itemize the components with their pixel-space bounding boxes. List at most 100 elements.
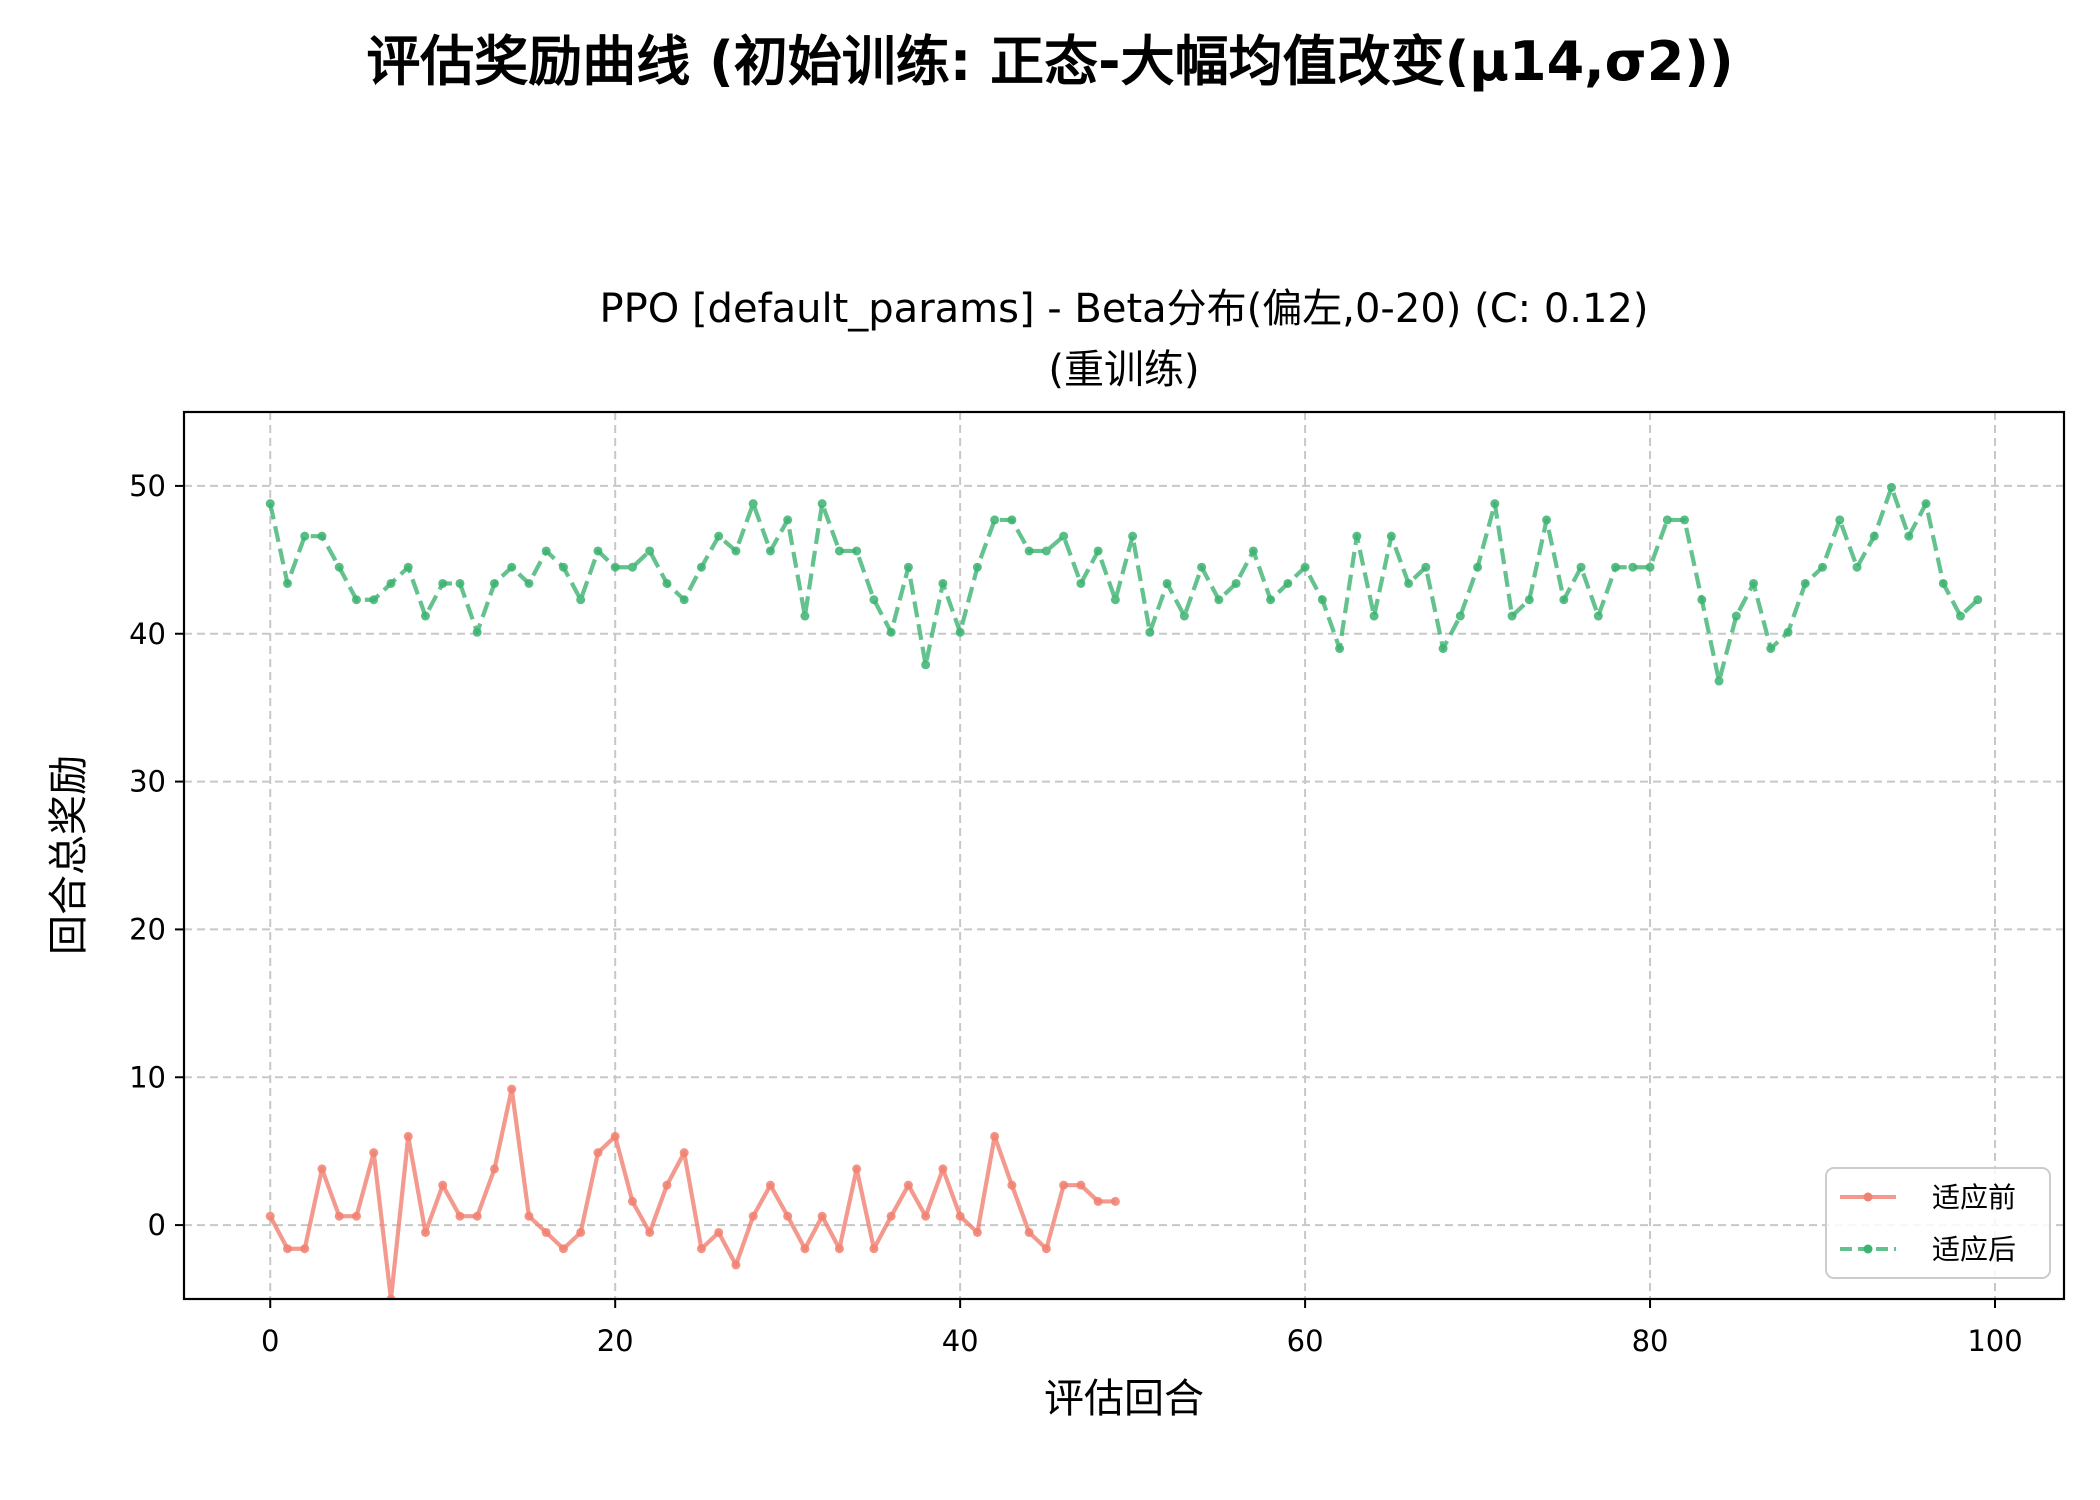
data-point-after (1593, 611, 1603, 621)
data-point-after (1507, 611, 1517, 621)
y-tick-label: 10 (129, 1060, 166, 1094)
data-point-before (990, 1131, 1000, 1141)
data-point-before (627, 1196, 637, 1206)
data-point-after (386, 578, 396, 588)
data-point-before (765, 1180, 775, 1190)
data-point-before (834, 1244, 844, 1254)
series-before (265, 1084, 1120, 1299)
data-point-after (869, 595, 879, 605)
data-point-after (1128, 531, 1138, 541)
data-point-after (1145, 627, 1155, 637)
data-point-after (1628, 562, 1638, 572)
data-point-before (369, 1148, 379, 1158)
data-point-before (955, 1211, 965, 1221)
plot-area (184, 412, 2064, 1299)
data-point-before (1059, 1180, 1069, 1190)
data-point-after (524, 578, 534, 588)
data-point-after (1369, 611, 1379, 621)
data-point-after (489, 578, 499, 588)
data-point-before (921, 1211, 931, 1221)
data-point-before (714, 1227, 724, 1237)
data-point-after (1041, 546, 1051, 556)
data-point-after (1214, 595, 1224, 605)
grid-lines (184, 412, 2064, 1299)
data-point-before (817, 1211, 827, 1221)
data-point-before (1041, 1244, 1051, 1254)
data-point-after (1197, 562, 1207, 572)
data-point-before (472, 1211, 482, 1221)
data-point-before (420, 1227, 430, 1237)
data-point-before (731, 1260, 741, 1270)
data-point-before (386, 1294, 396, 1299)
data-point-after (351, 595, 361, 605)
data-point-after (765, 546, 775, 556)
y-axis: 0 10 20 30 40 50 (129, 469, 184, 1242)
data-point-after (420, 611, 430, 621)
data-point-after (1162, 578, 1172, 588)
data-point-after (1904, 531, 1914, 541)
data-point-before (610, 1131, 620, 1141)
y-tick-label: 50 (129, 469, 166, 503)
data-point-after (1490, 499, 1500, 509)
chart-title-line2: (重训练) (1048, 347, 1199, 393)
data-point-after (1352, 531, 1362, 541)
data-point-after (1266, 595, 1276, 605)
data-point-after (1783, 627, 1793, 637)
plot-frame (182, 410, 2066, 1301)
data-point-before (541, 1227, 551, 1237)
data-point-before (351, 1211, 361, 1221)
data-point-after (714, 531, 724, 541)
data-point-after (1697, 595, 1707, 605)
data-point-before (679, 1148, 689, 1158)
data-point-after (817, 499, 827, 509)
data-point-after (1335, 644, 1345, 654)
data-point-after (1059, 531, 1069, 541)
data-point-after (1559, 595, 1569, 605)
data-point-after (1835, 515, 1845, 525)
data-point-after (886, 627, 896, 637)
data-point-before (852, 1164, 862, 1174)
data-point-after (507, 562, 517, 572)
data-point-before (455, 1211, 465, 1221)
data-point-before (783, 1211, 793, 1221)
legend: 适应前 适应后 (1825, 1167, 2051, 1279)
data-point-before (524, 1211, 534, 1221)
data-point-after (1938, 578, 1948, 588)
data-point-after (1007, 515, 1017, 525)
data-point-after (1800, 578, 1810, 588)
figure-suptitle: 评估奖励曲线 (初始训练: 正态-大幅均值改变(μ14,σ2)) (366, 30, 1733, 93)
data-point-after (300, 531, 310, 541)
data-point-after (1749, 578, 1759, 588)
data-point-before (507, 1084, 517, 1094)
data-point-before (903, 1180, 913, 1190)
data-point-before (558, 1244, 568, 1254)
data-point-after (1818, 562, 1828, 572)
x-axis: 0 20 40 60 80 100 (261, 1299, 2023, 1358)
data-point-before (1093, 1196, 1103, 1206)
legend-marker-after (1863, 1244, 1873, 1254)
data-point-after (1766, 644, 1776, 654)
y-axis-label: 回合总奖励 (46, 755, 92, 955)
data-point-after (627, 562, 637, 572)
legend-marker-before (1863, 1192, 1873, 1202)
data-point-after (334, 562, 344, 572)
data-point-after (645, 546, 655, 556)
data-point-before (334, 1211, 344, 1221)
data-point-before (403, 1131, 413, 1141)
data-point-after (317, 531, 327, 541)
data-point-after (1404, 578, 1414, 588)
data-point-after (696, 562, 706, 572)
data-point-before (1110, 1196, 1120, 1206)
x-tick-label: 20 (597, 1324, 634, 1358)
data-point-after (576, 595, 586, 605)
data-point-after (1231, 578, 1241, 588)
data-point-after (1662, 515, 1672, 525)
data-point-before (662, 1180, 672, 1190)
data-point-before (800, 1244, 810, 1254)
data-point-after (679, 595, 689, 605)
data-point-after (1438, 644, 1448, 654)
data-point-after (369, 595, 379, 605)
data-point-before (317, 1164, 327, 1174)
data-point-before (489, 1164, 499, 1174)
